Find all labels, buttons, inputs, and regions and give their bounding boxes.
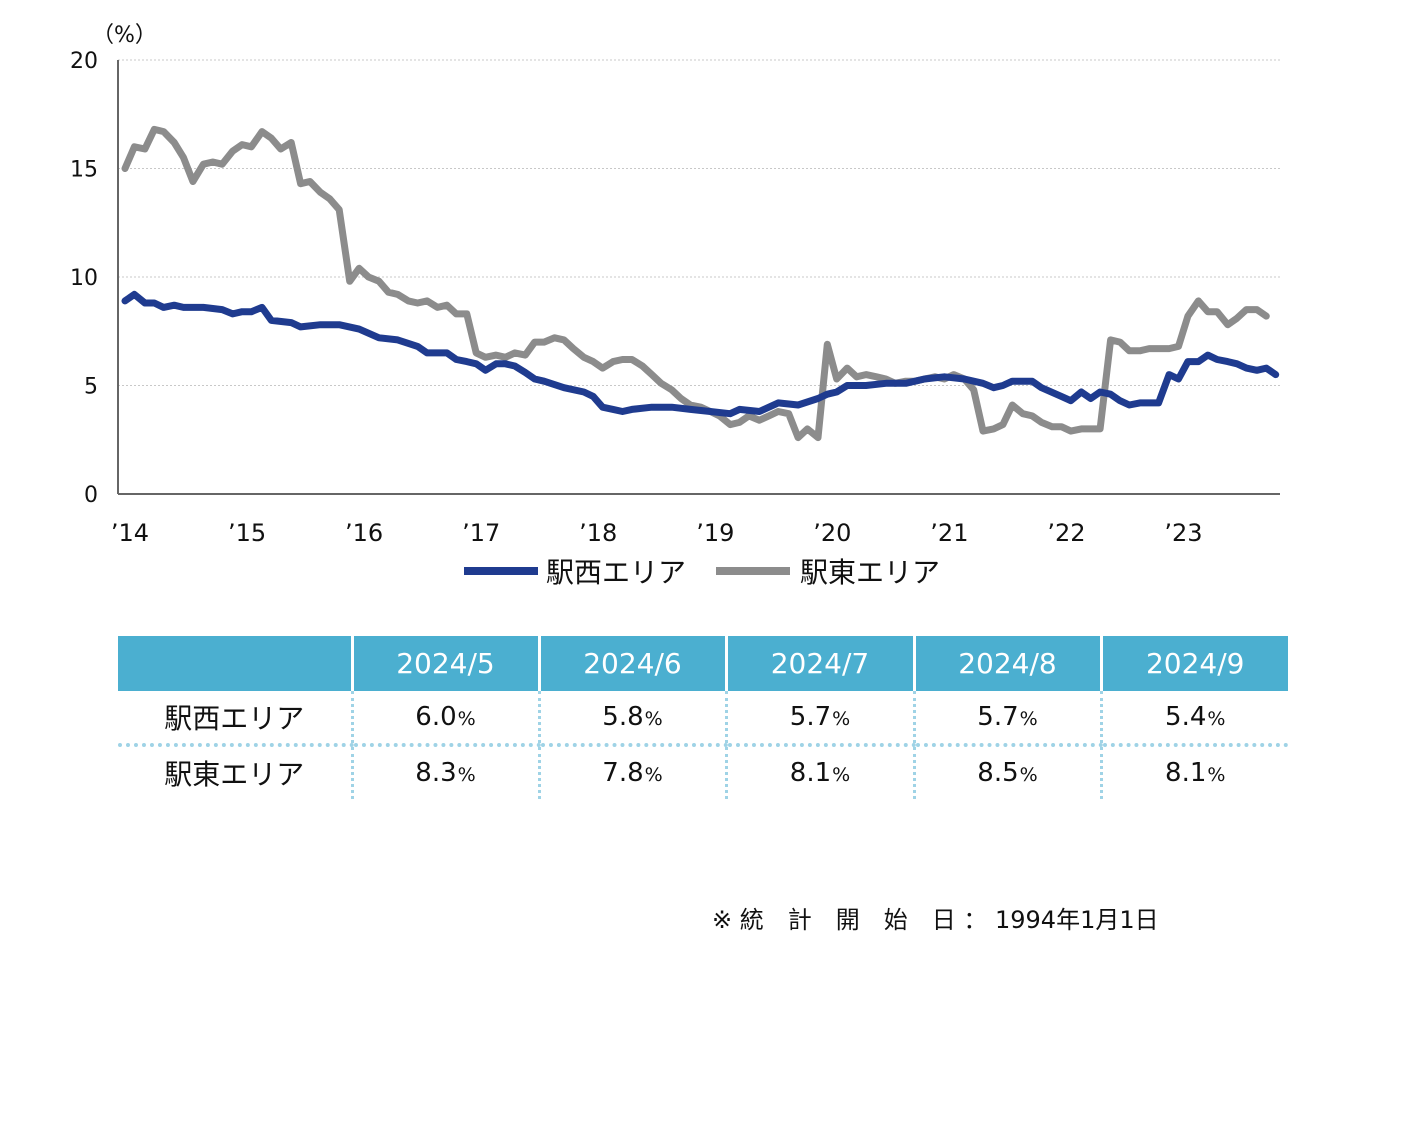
cell-value: 8.1 [1165,758,1207,788]
y-tick-label: 5 [84,375,98,400]
y-tick-label: 10 [70,266,98,291]
x-tick-label: ’14 [111,519,149,547]
percent-sign: % [644,764,663,786]
percent-sign: % [457,764,476,786]
table-cell: 8.3% [350,745,539,799]
x-tick-label: ’17 [462,519,500,547]
x-axis-ticks: ’14 ’15 ’16 ’17 ’18 ’19 ’20 ’21 ’22 ’23 [111,519,1203,547]
table-cell: 8.1% [724,745,914,799]
table-cell: 5.7% [912,691,1101,747]
y-axis-ticks: 0 5 10 15 20 [70,49,98,508]
table-header-cell: 2024/8 [912,636,1101,691]
x-tick-label: ’15 [228,519,266,547]
legend-label-east: 駅東エリア [800,556,940,589]
table-header-cell: 2024/6 [537,636,726,691]
table-header-row: 2024/5 2024/6 2024/7 2024/8 2024/9 [118,636,1288,691]
table-header-cell: 2024/5 [350,636,539,691]
table-cell: 8.1% [1099,745,1288,799]
percent-sign: % [1019,708,1038,730]
table-corner-cell [118,636,352,691]
y-tick-label: 15 [70,158,98,183]
cell-value: 6.0 [415,702,457,732]
cell-value: 5.7 [977,702,1019,732]
cell-value: 7.8 [602,758,644,788]
table-cell: 5.4% [1099,691,1288,747]
legend: 駅西エリア 駅東エリア [464,556,940,589]
series-lines [121,125,1280,442]
percent-sign: % [644,708,663,730]
x-tick-label: ’19 [696,519,734,547]
table-row-label: 駅西エリア [118,691,352,747]
x-tick-label: ’16 [345,519,383,547]
x-tick-label: ’21 [930,519,968,547]
percent-sign: % [1019,764,1038,786]
table-cell: 5.7% [724,691,914,747]
legend-label-west: 駅西エリア [546,556,686,589]
series-line-east [121,125,1270,442]
table-row: 駅西エリア 6.0% 5.8% 5.7% 5.7% 5.4% [118,691,1288,747]
data-table: 2024/5 2024/6 2024/7 2024/8 2024/9 駅西エリア… [118,636,1288,799]
y-axis-unit-label: （%） [92,23,157,48]
footnote: ※ 統 計 開 始 日 ： 1994年1月1日 [712,906,1159,934]
x-tick-label: ’20 [813,519,851,547]
series-line-west [121,290,1280,418]
line-chart: （%） 0 5 10 15 20 ’14 ’15 ’16 ’17 ’18 ’19 ’20 ’21 ’22… [70,23,1280,589]
table-cell: 8.5% [912,745,1101,799]
cell-value: 8.3 [415,758,457,788]
y-tick-label: 20 [70,49,98,74]
percent-sign: % [457,708,476,730]
table-cell: 6.0% [350,691,539,747]
table-row-label: 駅東エリア [164,758,305,791]
cell-value: 5.7 [789,702,832,732]
percent-sign: % [1207,764,1226,786]
percent-sign: % [832,764,851,786]
cell-value: 5.4 [1165,702,1207,732]
percent-sign: % [832,708,851,730]
cell-value: 8.5 [977,758,1019,788]
table-row: 駅東エリア 8.3% 7.8% 8.1% 8.5% 8.1% [118,745,1288,799]
table-header-cell: 2024/7 [724,636,914,691]
y-tick-label: 0 [84,483,98,508]
table-header-cell: 2024/9 [1099,636,1288,691]
x-tick-label: ’18 [579,519,617,547]
gridlines [118,59,1280,386]
x-tick-label: ’22 [1047,519,1085,547]
cell-value: 8.1 [789,758,832,788]
table-cell: 5.8% [537,691,726,747]
cell-value: 5.8 [602,702,644,732]
x-tick-label: ’23 [1164,519,1202,547]
table-cell: 7.8% [537,745,726,799]
percent-sign: % [1207,708,1226,730]
